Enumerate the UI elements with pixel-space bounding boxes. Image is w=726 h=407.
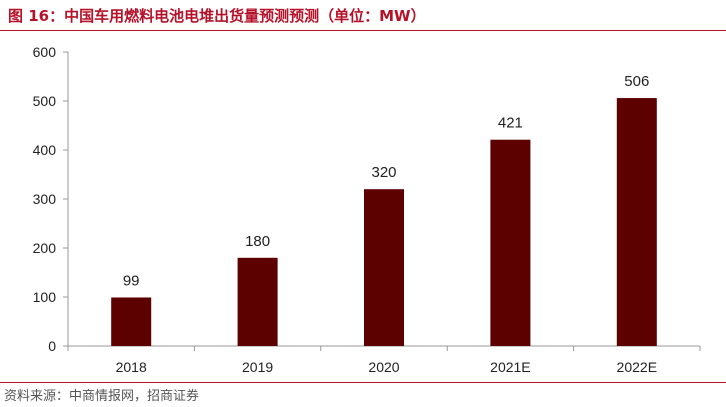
bar-chart: 0 100 200 300 400 500 600 99 2018 180 2019 320 2020 4… [33, 44, 701, 375]
y-tick-label: 400 [33, 142, 57, 158]
bar [237, 257, 278, 346]
y-tick-label: 500 [33, 93, 57, 109]
chart-title: 图 16：中国车用燃料电池电堆出货量预测预测（单位：MW） [8, 7, 426, 25]
bar [364, 189, 404, 346]
bar [616, 98, 657, 346]
y-tick-label: 100 [33, 289, 57, 305]
x-tick-label: 2021E [490, 359, 530, 375]
data-label: 506 [624, 73, 649, 90]
bar [490, 139, 531, 346]
x-tick-label: 2020 [368, 359, 399, 375]
x-tick-label: 2022E [617, 359, 657, 375]
title-divider [0, 30, 726, 31]
source-divider [0, 382, 726, 383]
x-tick-label: 2019 [242, 359, 273, 375]
data-label: 99 [123, 272, 140, 289]
y-tick-label: 600 [33, 44, 57, 60]
bar [111, 297, 152, 346]
data-label: 320 [371, 164, 396, 181]
x-tick-label: 2018 [116, 359, 147, 375]
y-tick-label: 300 [33, 191, 57, 207]
source-note: 资料来源：中商情报网，招商证券 [4, 389, 200, 404]
y-tick-label: 0 [48, 338, 56, 354]
data-label: 180 [245, 233, 270, 250]
data-label: 421 [498, 115, 523, 132]
y-tick-label: 200 [33, 240, 57, 256]
